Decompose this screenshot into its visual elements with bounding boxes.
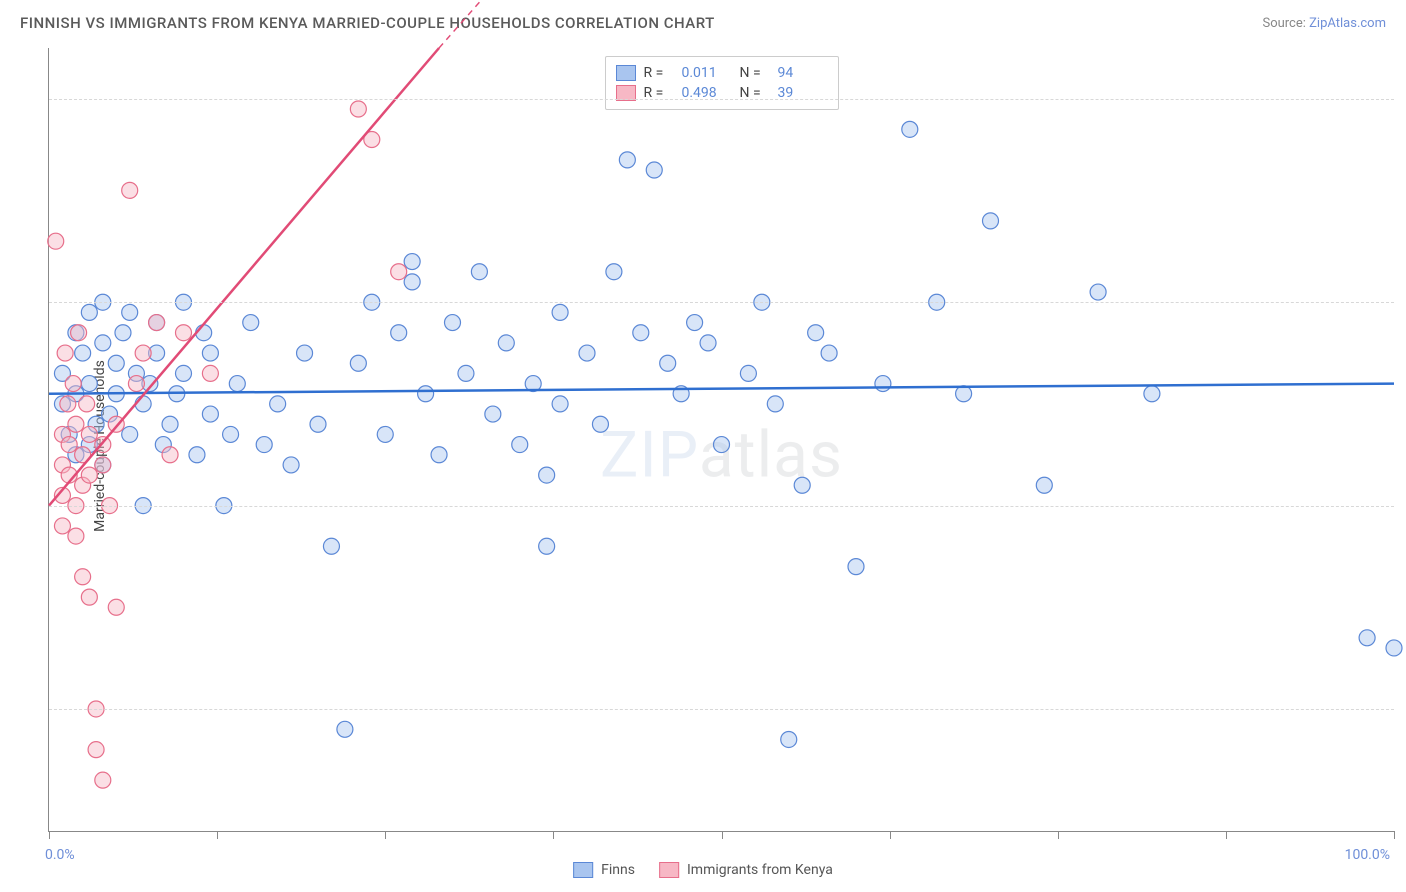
- y-tick-label: 20.0%: [1402, 701, 1406, 717]
- x-tick: [385, 831, 386, 839]
- legend-label: Immigrants from Kenya: [687, 862, 833, 878]
- x-axis-min-label: 0.0%: [45, 847, 75, 863]
- x-tick: [49, 831, 50, 839]
- gridline: [49, 506, 1394, 507]
- legend-stats-row: R = 0.498 N = 39: [616, 83, 828, 103]
- r-value: 0.011: [682, 65, 732, 81]
- legend-item: Finns: [573, 862, 635, 878]
- legend-item: Immigrants from Kenya: [659, 862, 833, 878]
- x-tick: [890, 831, 891, 839]
- x-tick: [553, 831, 554, 839]
- legend-swatch: [573, 862, 593, 878]
- gridline: [49, 709, 1394, 710]
- legend-swatch: [659, 862, 679, 878]
- gridline: [49, 99, 1394, 100]
- y-tick-label: 60.0%: [1402, 294, 1406, 310]
- x-tick: [1058, 831, 1059, 839]
- x-tick: [722, 831, 723, 839]
- legend-swatch: [616, 65, 636, 81]
- n-label: N =: [740, 65, 770, 81]
- legend-label: Finns: [601, 862, 635, 878]
- series-legend: Finns Immigrants from Kenya: [573, 862, 833, 878]
- legend-stats-row: R = 0.011 N = 94: [616, 63, 828, 83]
- source-link[interactable]: ZipAtlas.com: [1309, 16, 1386, 31]
- source-attribution: Source: ZipAtlas.com: [1262, 16, 1386, 31]
- scatter-svg: [49, 48, 1394, 831]
- chart-title: FINNISH VS IMMIGRANTS FROM KENYA MARRIED…: [20, 14, 715, 32]
- r-label: R =: [644, 65, 674, 81]
- n-value: 94: [778, 65, 828, 81]
- x-tick: [1394, 831, 1395, 839]
- y-tick-label: 40.0%: [1402, 498, 1406, 514]
- correlation-legend: R = 0.011 N = 94 R = 0.498 N = 39: [605, 56, 839, 110]
- x-axis-max-label: 100.0%: [1345, 847, 1390, 863]
- x-tick: [1226, 831, 1227, 839]
- gridline: [49, 302, 1394, 303]
- chart-plot-area: ZIPatlas R = 0.011 N = 94 R = 0.498 N = …: [48, 48, 1394, 832]
- y-tick-label: 80.0%: [1402, 91, 1406, 107]
- x-tick: [217, 831, 218, 839]
